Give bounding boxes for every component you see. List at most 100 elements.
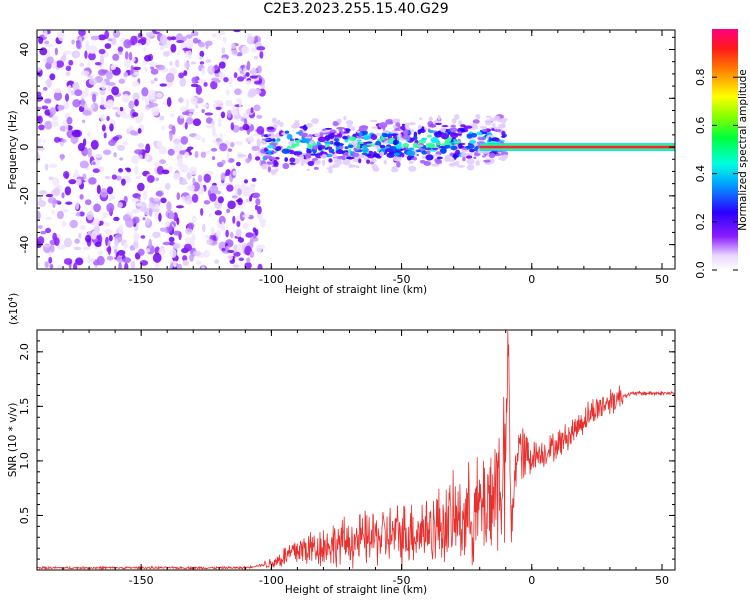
noise-cell — [222, 36, 227, 43]
noise-cell — [45, 227, 52, 234]
band-cell — [332, 153, 337, 158]
noise-cell — [103, 222, 110, 227]
noise-cell — [201, 266, 205, 269]
noise-cell — [172, 172, 181, 181]
noise-cell — [146, 217, 151, 225]
noise-cell — [87, 75, 93, 79]
noise-cell — [165, 72, 175, 83]
noise-cell — [218, 72, 226, 80]
noise-cell — [42, 139, 46, 144]
band-cell — [396, 161, 401, 168]
noise-cell — [48, 176, 54, 181]
noise-cell — [87, 147, 92, 158]
noise-cell — [112, 136, 120, 141]
noise-cell — [37, 142, 41, 147]
noise-cell — [96, 255, 105, 266]
noise-cell — [236, 76, 245, 82]
noise-cell — [253, 104, 261, 112]
noise-cell — [242, 201, 246, 207]
band-cell — [272, 151, 277, 154]
noise-cell — [188, 113, 193, 118]
noise-cell — [71, 50, 81, 59]
noise-cell — [233, 251, 241, 257]
noise-cell — [132, 92, 140, 102]
x-tick-label: 50 — [655, 574, 669, 587]
noise-cell — [237, 154, 247, 158]
noise-cell — [177, 50, 181, 55]
noise-cell — [249, 75, 258, 79]
band-cell — [390, 168, 399, 173]
colorbar-ticks: 0.0 0.2 0.4 0.6 0.8 — [694, 68, 738, 279]
noise-cell — [148, 200, 155, 211]
band-cell — [278, 121, 284, 128]
noise-cell — [133, 232, 140, 242]
noise-cell — [251, 185, 255, 193]
noise-cell — [249, 195, 253, 202]
noise-cell — [84, 87, 89, 97]
noise-cell — [254, 156, 261, 161]
noise-cell — [37, 115, 43, 124]
band-cell — [444, 156, 449, 162]
band-cell — [417, 124, 422, 129]
noise-cell — [49, 73, 56, 81]
noise-cell — [241, 45, 250, 55]
noise-cell — [92, 168, 100, 174]
band-cell — [324, 147, 329, 150]
noise-cell — [198, 41, 206, 48]
noise-cell — [158, 212, 162, 222]
noise-cell — [179, 77, 187, 87]
noise-cell — [44, 261, 49, 269]
noise-cell — [81, 119, 86, 124]
noise-cell — [154, 262, 160, 269]
noise-cell — [74, 169, 78, 177]
band-cell — [321, 159, 326, 166]
noise-cell — [174, 59, 180, 68]
noise-cell — [143, 47, 147, 52]
noise-cell — [122, 214, 131, 222]
noise-cell — [63, 237, 73, 248]
noise-cell — [55, 60, 65, 68]
noise-cell — [242, 123, 250, 131]
noise-cell — [184, 122, 188, 130]
band-cell — [451, 118, 457, 124]
band-cell — [372, 153, 381, 158]
noise-cell — [54, 47, 58, 56]
noise-cell — [50, 120, 59, 127]
noise-cell — [137, 248, 145, 256]
noise-cell — [106, 202, 115, 213]
noise-cell — [130, 35, 138, 46]
noise-cell — [73, 262, 78, 269]
noise-cell — [49, 264, 54, 269]
x-tick-label: -50 — [393, 574, 411, 587]
band-cell — [350, 126, 356, 131]
noise-cell — [231, 195, 238, 199]
band-cell — [266, 126, 275, 130]
noise-cell — [132, 112, 139, 118]
noise-cell — [112, 106, 119, 110]
noise-cell — [88, 177, 97, 185]
noise-cell — [79, 160, 89, 169]
noise-cell — [84, 178, 90, 182]
spectrogram-heatmap — [37, 30, 675, 269]
noise-cell — [44, 40, 50, 45]
band-cell — [370, 134, 378, 140]
band-cell — [450, 145, 458, 151]
noise-cell — [213, 100, 223, 104]
noise-cell — [187, 146, 194, 150]
band-cell — [426, 134, 432, 138]
noise-cell — [106, 186, 114, 195]
noise-cell — [113, 216, 120, 222]
noise-cell — [207, 65, 215, 75]
band-cell — [353, 148, 360, 151]
band-cell — [389, 145, 397, 152]
noise-cell — [249, 239, 254, 248]
noise-cell — [164, 182, 171, 190]
noise-cell — [162, 50, 170, 57]
band-cell — [284, 130, 290, 134]
band-cell — [469, 148, 475, 153]
noise-cell — [203, 173, 211, 183]
noise-cell — [119, 157, 123, 161]
noise-cell — [150, 68, 159, 75]
noise-cell — [232, 170, 237, 176]
band-cell — [431, 163, 440, 167]
